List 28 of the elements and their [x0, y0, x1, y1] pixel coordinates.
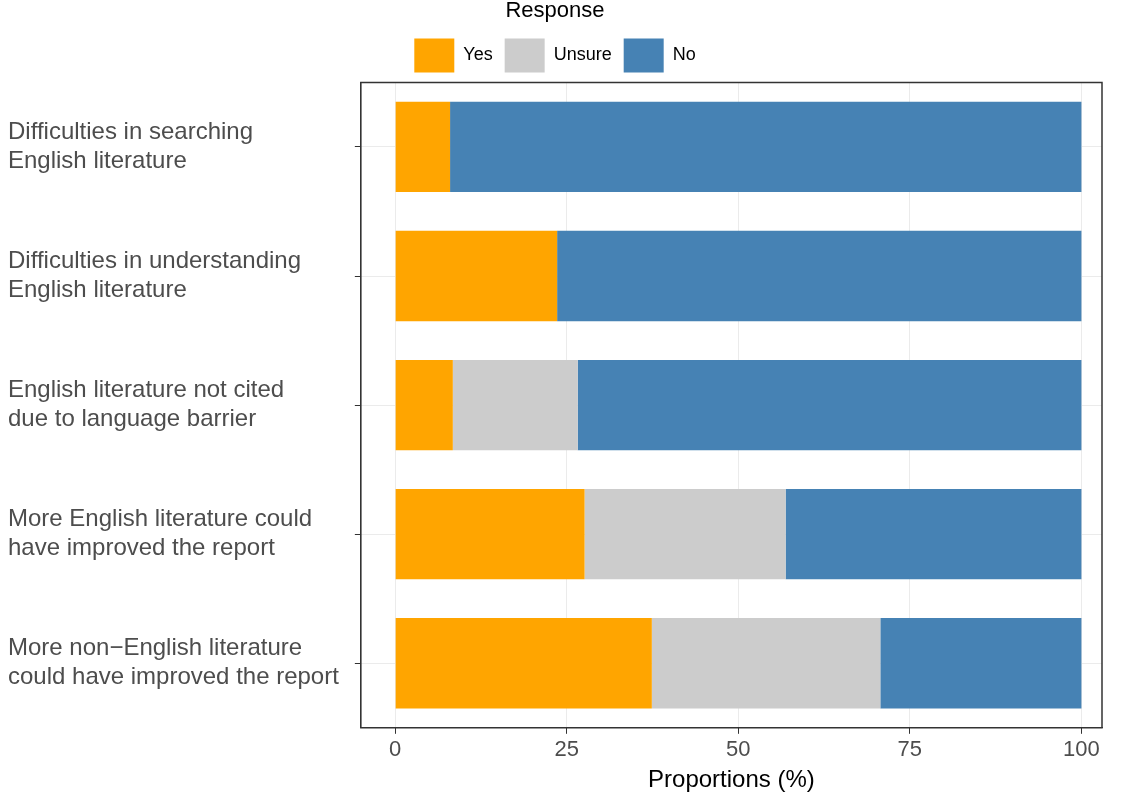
bar: [557, 230, 1082, 322]
x-tick-label: 25: [554, 736, 579, 762]
y-tick-label: English literature not cited due to language barrier: [8, 375, 285, 432]
x-tick-label: 0: [389, 736, 402, 762]
bar: [584, 489, 786, 580]
bar: [651, 618, 881, 709]
bar: [395, 101, 451, 193]
y-tick-label: Difficulties in understanding English literature: [8, 246, 302, 303]
x-tick-label: 50: [726, 736, 751, 762]
legend-label: No: [672, 44, 696, 65]
y-tick-label: More English literature could have improved the report: [8, 504, 313, 561]
bar: [785, 489, 1082, 580]
bar: [395, 230, 558, 322]
bar: [450, 101, 1082, 193]
legend-label: Unsure: [553, 44, 612, 65]
bar: [395, 489, 585, 580]
x-axis-title: Proportions (%): [648, 765, 815, 793]
bar: [880, 618, 1082, 709]
bar: [452, 359, 578, 451]
x-tick-label: 100: [1063, 736, 1100, 762]
bar: [395, 618, 652, 709]
x-tick-label: 75: [897, 736, 923, 762]
bar: [395, 359, 453, 451]
y-tick-label: More non−English literature could have improved the report: [8, 633, 340, 690]
bar: [577, 359, 1082, 451]
legend-label: Yes: [463, 44, 493, 65]
y-tick-label: Difficulties in searching English literature: [8, 117, 254, 173]
legend-title: Response: [505, 0, 605, 23]
